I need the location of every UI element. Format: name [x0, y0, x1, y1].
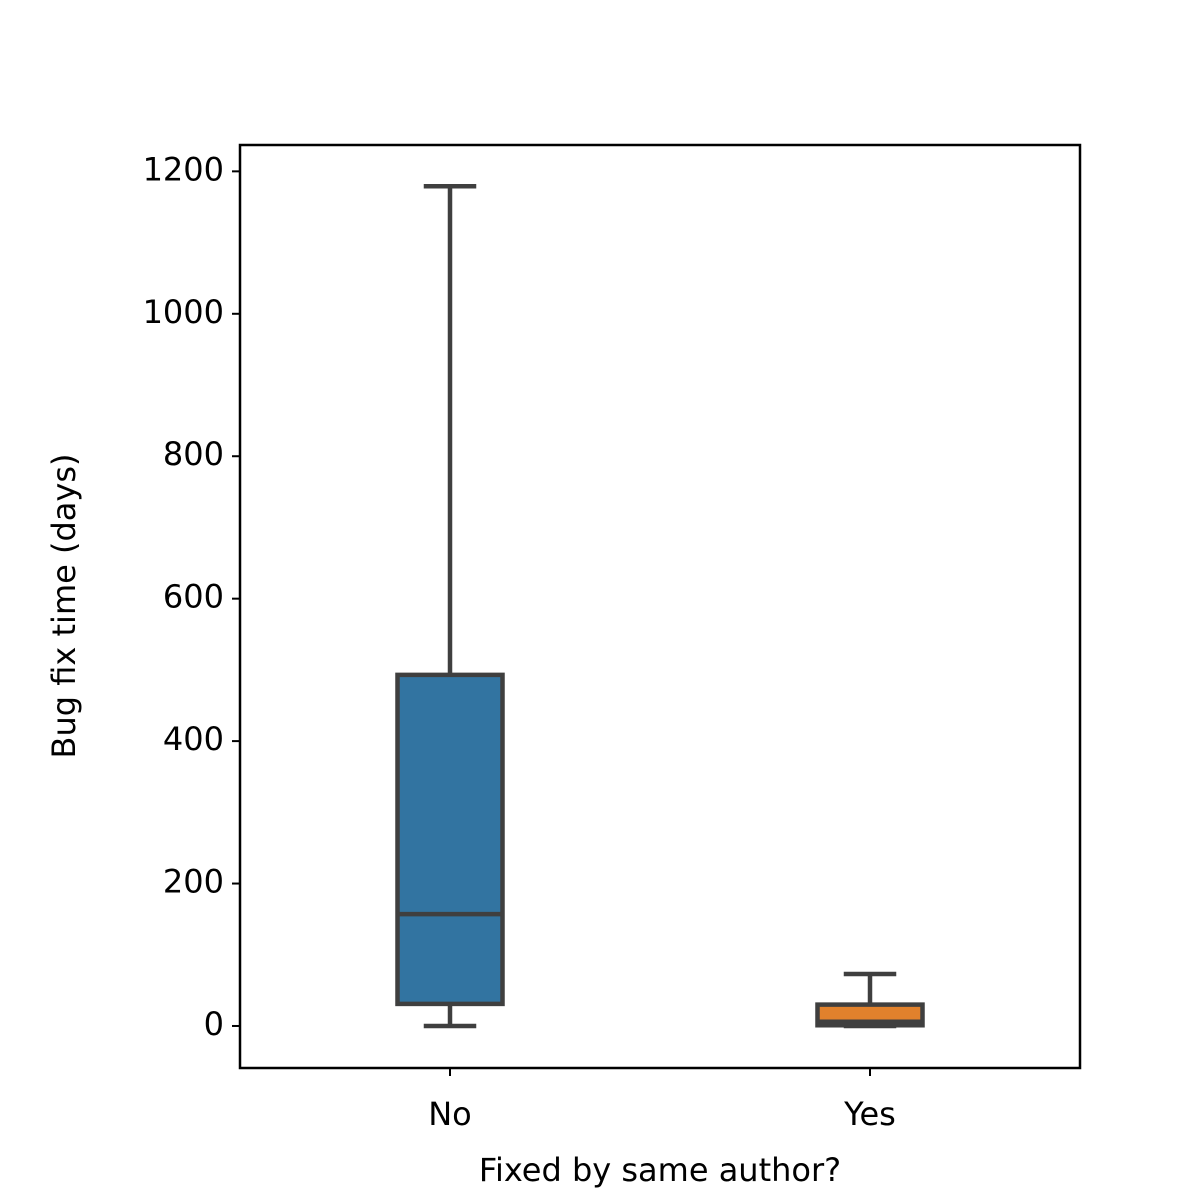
x-tick-label: Yes [843, 1095, 896, 1133]
box [395, 672, 505, 1007]
x-tick-label: No [428, 1095, 472, 1133]
y-tick-label: 200 [163, 863, 224, 901]
y-tick-label: 400 [163, 720, 224, 758]
y-tick-label: 600 [163, 578, 224, 616]
x-axis-label: Fixed by same author? [479, 1151, 841, 1189]
plot-frame [238, 143, 1082, 1070]
y-axis-label: Bug fix time (days) [45, 454, 83, 759]
y-tick-label: 800 [163, 435, 224, 473]
y-tick-label: 0 [204, 1005, 224, 1043]
y-tick-label: 1200 [143, 150, 224, 188]
y-tick-label: 1000 [143, 293, 224, 331]
